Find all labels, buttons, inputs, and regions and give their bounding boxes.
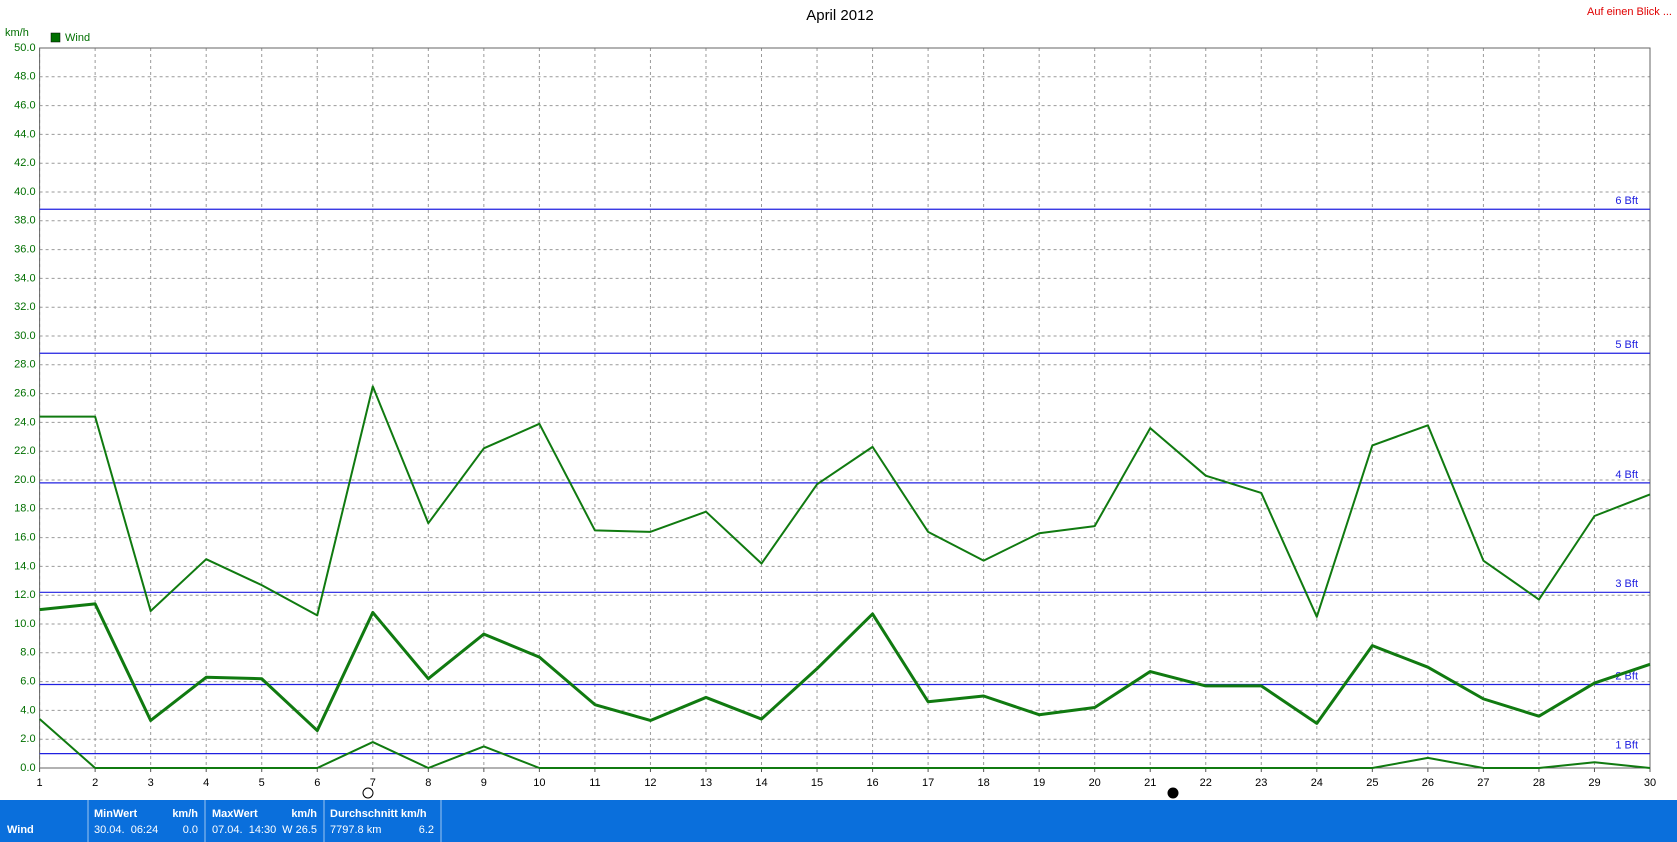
y-tick-label: 10.0 [14, 618, 35, 630]
footer-bar [0, 800, 1677, 842]
x-tick-label: 2 [92, 777, 98, 789]
max-unit: km/h [291, 808, 317, 820]
legend-label: Wind [65, 32, 90, 44]
x-tick-label: 19 [1033, 777, 1045, 789]
x-tick-label: 22 [1200, 777, 1212, 789]
footer-name: Wind [7, 824, 34, 836]
x-tick-label: 24 [1311, 777, 1323, 789]
y-tick-label: 8.0 [20, 647, 35, 659]
max-time: 07.04. 14:30 [212, 824, 276, 836]
y-axis-label: km/h [5, 27, 29, 39]
avg-distance: 7797.8 km [330, 824, 381, 836]
x-tick-label: 20 [1089, 777, 1101, 789]
x-tick-label: 4 [203, 777, 209, 789]
x-tick-label: 16 [866, 777, 878, 789]
overview-link[interactable]: Auf einen Blick ... [1587, 6, 1672, 18]
y-tick-label: 28.0 [14, 359, 35, 371]
y-tick-label: 4.0 [20, 704, 35, 716]
y-tick-label: 38.0 [14, 215, 35, 227]
x-tick-label: 1 [37, 777, 43, 789]
y-tick-label: 2.0 [20, 733, 35, 745]
x-tick-label: 27 [1477, 777, 1489, 789]
y-tick-label: 32.0 [14, 301, 35, 313]
wind-line [39, 602, 1651, 733]
x-tick-label: 5 [259, 777, 265, 789]
y-tick-label: 34.0 [14, 272, 35, 284]
y-tick-label: 0.0 [20, 762, 35, 774]
beaufort-label: 4 Bft [1615, 469, 1638, 481]
x-tick-label: 7 [370, 777, 376, 789]
x-tick-label: 28 [1533, 777, 1545, 789]
max-value: W 26.5 [282, 824, 317, 836]
avg-header: Durchschnitt km/h [330, 808, 427, 820]
x-tick-label: 14 [755, 777, 767, 789]
y-tick-label: 22.0 [14, 445, 35, 457]
beaufort-label: 1 Bft [1615, 740, 1638, 752]
y-tick-label: 40.0 [14, 186, 35, 198]
avg-value: 6.2 [419, 824, 434, 836]
y-tick-label: 16.0 [14, 532, 35, 544]
y-tick-label: 12.0 [14, 589, 35, 601]
plot: 0.0 2.0 4.0 6.0 8.0 10.0 12.0 14.0 16.0 18.0 20.0 2… [14, 42, 1656, 789]
x-tick-label: 29 [1588, 777, 1600, 789]
x-tick-label: 11 [589, 777, 600, 789]
y-tick-label: 26.0 [14, 388, 35, 400]
x-tick-label: 12 [644, 777, 656, 789]
x-tick-label: 8 [425, 777, 431, 789]
min-time: 30.04. 06:24 [94, 824, 158, 836]
y-tick-label: 46.0 [14, 100, 35, 112]
wind-line [39, 385, 1651, 618]
x-tick-label: 3 [148, 777, 154, 789]
legend-swatch [50, 32, 61, 43]
x-tick-label: 23 [1255, 777, 1267, 789]
x-tick-label: 30 [1644, 777, 1656, 789]
y-tick-label: 48.0 [14, 71, 35, 83]
y-tick-label: 44.0 [14, 128, 35, 140]
x-tick-label: 9 [481, 777, 487, 789]
x-tick-label: 17 [922, 777, 934, 789]
min-value: 0.0 [183, 824, 198, 836]
y-tick-label: 14.0 [14, 560, 35, 572]
y-tick-label: 18.0 [14, 503, 35, 515]
y-tick-label: 30.0 [14, 330, 35, 342]
y-tick-label: 36.0 [14, 244, 35, 256]
min-header: MinWert [94, 808, 138, 820]
beaufort-label: 3 Bft [1615, 578, 1638, 590]
marker-icon [362, 787, 374, 799]
max-header: MaxWert [212, 808, 258, 820]
y-tick-label: 50.0 [14, 42, 35, 54]
x-tick-label: 13 [700, 777, 712, 789]
y-tick-label: 6.0 [20, 676, 35, 688]
marker-icon [1167, 787, 1179, 799]
y-tick-label: 42.0 [14, 157, 35, 169]
min-unit: km/h [172, 808, 198, 820]
wind-line [38, 718, 1651, 769]
chart-title: April 2012 [806, 7, 874, 24]
x-tick-label: 10 [533, 777, 545, 789]
x-tick-label: 6 [314, 777, 320, 789]
y-tick-label: 20.0 [14, 474, 35, 486]
x-tick-label: 15 [811, 777, 823, 789]
y-tick-label: 24.0 [14, 416, 35, 428]
x-tick-label: 25 [1366, 777, 1378, 789]
beaufort-label: 5 Bft [1615, 339, 1638, 351]
x-tick-label: 21 [1144, 777, 1156, 789]
beaufort-label: 6 Bft [1615, 195, 1638, 207]
x-tick-label: 18 [978, 777, 990, 789]
x-tick-label: 26 [1422, 777, 1434, 789]
